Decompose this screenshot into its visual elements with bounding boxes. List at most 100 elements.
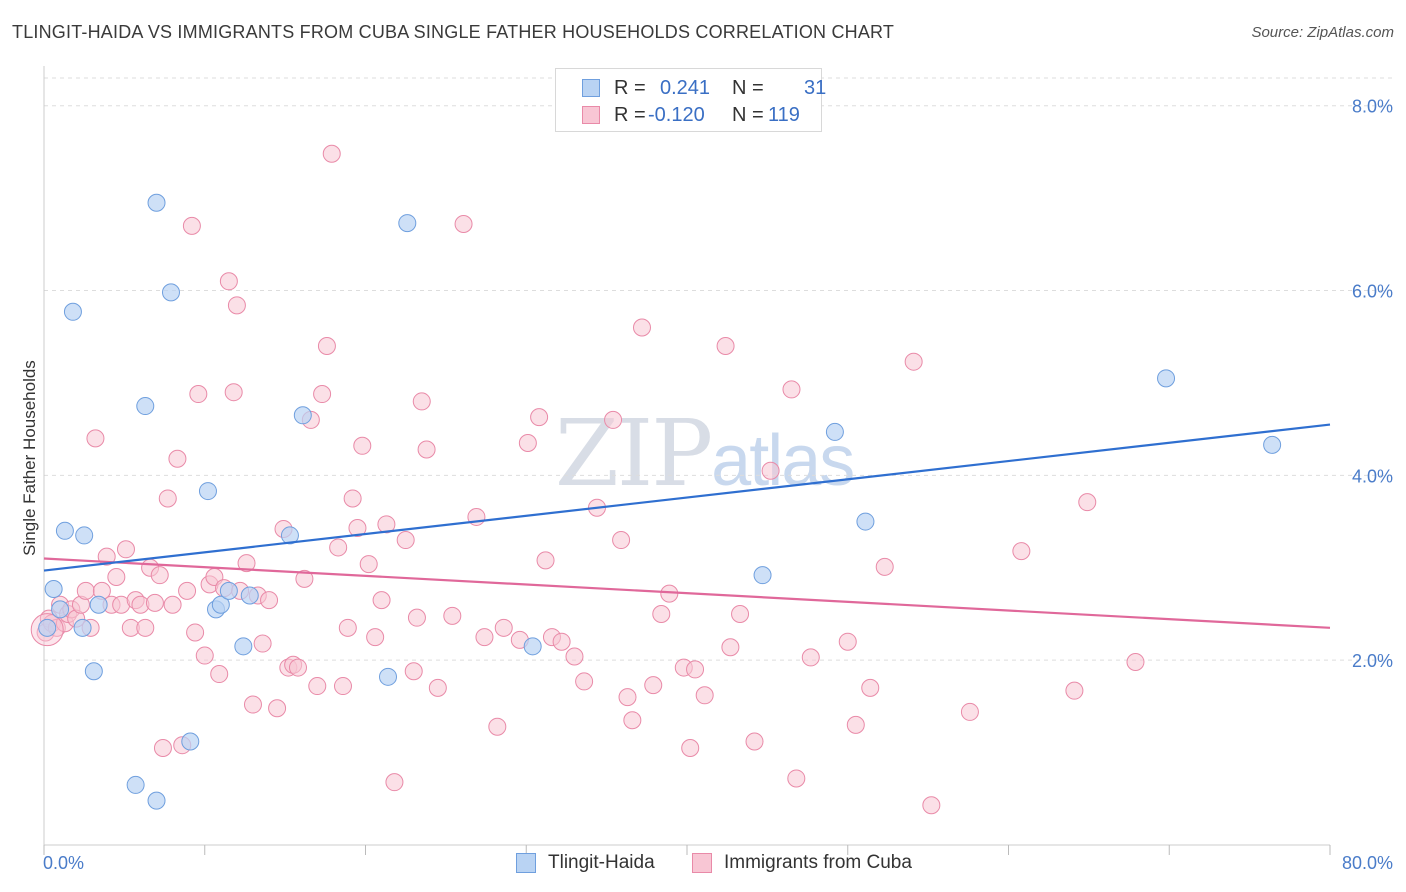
data-point-tlingit-haida[interactable] (219, 581, 238, 600)
data-point-tlingit-haida[interactable] (75, 526, 94, 545)
data-point-cuba[interactable] (721, 638, 740, 657)
data-point-tlingit-haida[interactable] (280, 526, 299, 545)
data-point-cuba[interactable] (530, 408, 549, 427)
data-point-cuba[interactable] (618, 688, 637, 707)
data-point-tlingit-haida[interactable] (753, 566, 772, 585)
data-point-cuba[interactable] (219, 272, 238, 291)
data-point-tlingit-haida[interactable] (136, 397, 155, 416)
data-point-cuba[interactable] (377, 515, 396, 534)
data-point-cuba[interactable] (322, 144, 341, 163)
data-point-tlingit-haida[interactable] (240, 586, 259, 605)
data-point-tlingit-haida[interactable] (161, 283, 180, 302)
data-point-cuba[interactable] (475, 628, 494, 647)
data-point-cuba[interactable] (428, 678, 447, 697)
data-point-tlingit-haida[interactable] (379, 667, 398, 686)
data-point-cuba[interactable] (385, 773, 404, 792)
data-point-tlingit-haida[interactable] (1157, 369, 1176, 388)
data-point-cuba[interactable] (731, 604, 750, 623)
data-point-cuba[interactable] (904, 352, 923, 371)
data-point-cuba[interactable] (960, 702, 979, 721)
data-point-cuba[interactable] (317, 336, 336, 355)
data-point-cuba[interactable] (604, 410, 623, 429)
data-point-cuba[interactable] (1078, 493, 1097, 512)
data-point-cuba[interactable] (295, 569, 314, 588)
data-point-tlingit-haida[interactable] (84, 662, 103, 681)
data-point-cuba[interactable] (552, 632, 571, 651)
data-point-cuba[interactable] (1126, 653, 1145, 672)
data-point-tlingit-haida[interactable] (293, 406, 312, 425)
data-point-cuba[interactable] (353, 436, 372, 455)
data-point-cuba[interactable] (695, 686, 714, 705)
data-point-cuba[interactable] (338, 618, 357, 637)
data-point-cuba[interactable] (536, 551, 555, 570)
data-point-tlingit-haida[interactable] (89, 595, 108, 614)
data-point-cuba[interactable] (182, 216, 201, 235)
data-point-cuba[interactable] (237, 554, 256, 573)
data-point-cuba[interactable] (313, 385, 332, 404)
data-point-cuba[interactable] (359, 555, 378, 574)
data-point-cuba[interactable] (243, 695, 262, 714)
data-point-cuba[interactable] (186, 623, 205, 642)
data-point-tlingit-haida[interactable] (198, 482, 217, 501)
data-point-cuba[interactable] (158, 489, 177, 508)
data-point-cuba[interactable] (107, 568, 126, 587)
data-point-cuba[interactable] (253, 634, 272, 653)
data-point-cuba[interactable] (861, 678, 880, 697)
data-point-cuba[interactable] (210, 665, 229, 684)
data-point-cuba[interactable] (494, 618, 513, 637)
data-point-cuba[interactable] (644, 676, 663, 695)
data-point-cuba[interactable] (150, 566, 169, 585)
data-point-cuba[interactable] (612, 531, 631, 550)
data-point-cuba[interactable] (632, 318, 651, 337)
data-point-cuba[interactable] (195, 646, 214, 665)
data-point-cuba[interactable] (116, 540, 135, 559)
data-point-tlingit-haida[interactable] (147, 791, 166, 810)
data-point-cuba[interactable] (396, 531, 415, 550)
data-point-cuba[interactable] (153, 738, 172, 757)
data-point-cuba[interactable] (623, 711, 642, 730)
data-point-cuba[interactable] (366, 628, 385, 647)
data-point-tlingit-haida[interactable] (38, 618, 57, 637)
data-point-cuba[interactable] (686, 660, 705, 679)
data-point-cuba[interactable] (145, 593, 164, 612)
data-point-cuba[interactable] (227, 296, 246, 315)
data-point-cuba[interactable] (224, 383, 243, 402)
data-point-cuba[interactable] (348, 519, 367, 538)
data-point-cuba[interactable] (308, 677, 327, 696)
data-point-cuba[interactable] (76, 581, 95, 600)
data-point-tlingit-haida[interactable] (44, 580, 63, 599)
data-point-cuba[interactable] (168, 449, 187, 468)
data-point-cuba[interactable] (417, 440, 436, 459)
data-point-tlingit-haida[interactable] (398, 214, 417, 233)
data-point-tlingit-haida[interactable] (147, 193, 166, 212)
data-point-cuba[interactable] (268, 699, 287, 718)
data-point-cuba[interactable] (922, 796, 941, 815)
data-point-tlingit-haida[interactable] (55, 521, 74, 540)
data-point-cuba[interactable] (652, 604, 671, 623)
data-point-cuba[interactable] (681, 738, 700, 757)
data-point-cuba[interactable] (86, 429, 105, 448)
data-point-cuba[interactable] (1012, 542, 1031, 561)
data-point-tlingit-haida[interactable] (51, 600, 70, 619)
data-point-cuba[interactable] (178, 581, 197, 600)
data-point-cuba[interactable] (565, 647, 584, 666)
data-point-cuba[interactable] (518, 434, 537, 453)
data-point-cuba[interactable] (288, 658, 307, 677)
data-point-cuba[interactable] (407, 608, 426, 627)
data-point-cuba[interactable] (575, 672, 594, 691)
data-point-cuba[interactable] (329, 538, 348, 557)
data-point-cuba[interactable] (716, 336, 735, 355)
data-point-tlingit-haida[interactable] (1263, 435, 1282, 454)
data-point-cuba[interactable] (343, 489, 362, 508)
data-point-tlingit-haida[interactable] (73, 618, 92, 637)
data-point-cuba[interactable] (333, 677, 352, 696)
data-point-cuba[interactable] (488, 717, 507, 736)
data-point-cuba[interactable] (838, 632, 857, 651)
data-point-cuba[interactable] (189, 385, 208, 404)
data-point-tlingit-haida[interactable] (234, 637, 253, 656)
data-point-cuba[interactable] (787, 769, 806, 788)
data-point-cuba[interactable] (782, 380, 801, 399)
data-point-cuba[interactable] (163, 595, 182, 614)
data-point-cuba[interactable] (801, 648, 820, 667)
data-point-tlingit-haida[interactable] (126, 775, 145, 794)
